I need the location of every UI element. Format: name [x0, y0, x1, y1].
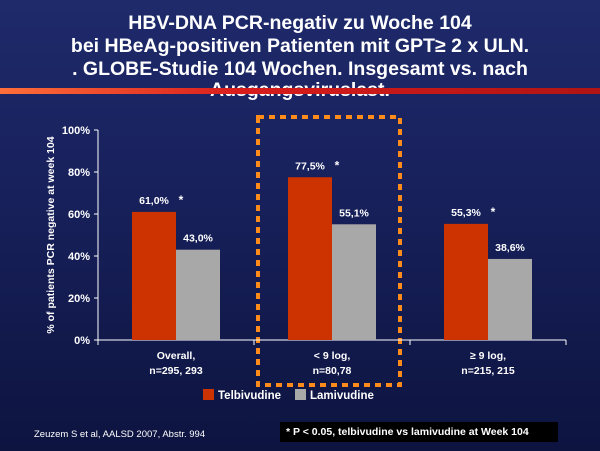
y-tick-label: 0%: [74, 335, 90, 347]
legend-swatch-lamivudine: [295, 389, 306, 400]
y-axis-label: % of patients PCR negative at week 104: [45, 136, 57, 333]
y-tick-label: 80%: [68, 167, 90, 179]
bar-telbivudine: [288, 177, 332, 340]
significance-marker: *: [491, 205, 496, 219]
footnote-text: * P < 0.05, telbivudine vs lamivudine at…: [286, 426, 529, 438]
title-line-1: HBV-DNA PCR-negativ zu Woche 104: [128, 12, 472, 34]
bar-lamivudine: [176, 249, 220, 340]
bar-lamivudine: [332, 224, 376, 340]
data-label: 77,5%: [295, 160, 325, 172]
significance-footnote: * P < 0.05, telbivudine vs lamivudine at…: [280, 422, 558, 442]
x-tick-label: n=80,78: [313, 365, 352, 377]
data-label: 43,0%: [183, 233, 213, 245]
significance-marker: *: [335, 158, 340, 172]
bar-lamivudine: [488, 258, 532, 340]
x-tick-label: < 9 log,: [314, 350, 351, 362]
title-line-2: bei HBeAg-positiven Patienten mit GPT≥ 2…: [70, 35, 530, 57]
x-tick-label: n=295, 293: [149, 365, 203, 377]
x-tick-label: Overall,: [157, 350, 196, 362]
significance-marker: *: [179, 193, 184, 207]
legend-label: Lamivudine: [310, 390, 374, 402]
reference-citation: Zeuzem S et al, AALSD 2007, Abstr. 994: [34, 429, 206, 440]
bar-telbivudine: [444, 223, 488, 340]
legend-swatch-telbivudine: [203, 389, 214, 400]
bar-telbivudine: [132, 211, 176, 340]
highlight-box: [256, 115, 402, 387]
data-label: 55,3%: [451, 207, 481, 219]
y-tick-label: 20%: [68, 293, 90, 305]
title-rule: [0, 88, 600, 94]
data-label: 55,1%: [339, 207, 369, 219]
legend-label: Telbivudine: [218, 390, 281, 402]
y-tick-label: 60%: [68, 209, 90, 221]
title-line-3: . GLOBE-Studie 104 Wochen. Insgesamt vs.…: [72, 58, 528, 80]
x-tick-label: ≥ 9 log,: [470, 350, 506, 362]
data-label: 61,0%: [139, 195, 169, 207]
y-tick-label: 40%: [68, 251, 90, 263]
x-tick-label: n=215, 215: [461, 365, 515, 377]
data-label: 38,6%: [495, 242, 525, 254]
y-tick-label: 100%: [62, 125, 90, 137]
